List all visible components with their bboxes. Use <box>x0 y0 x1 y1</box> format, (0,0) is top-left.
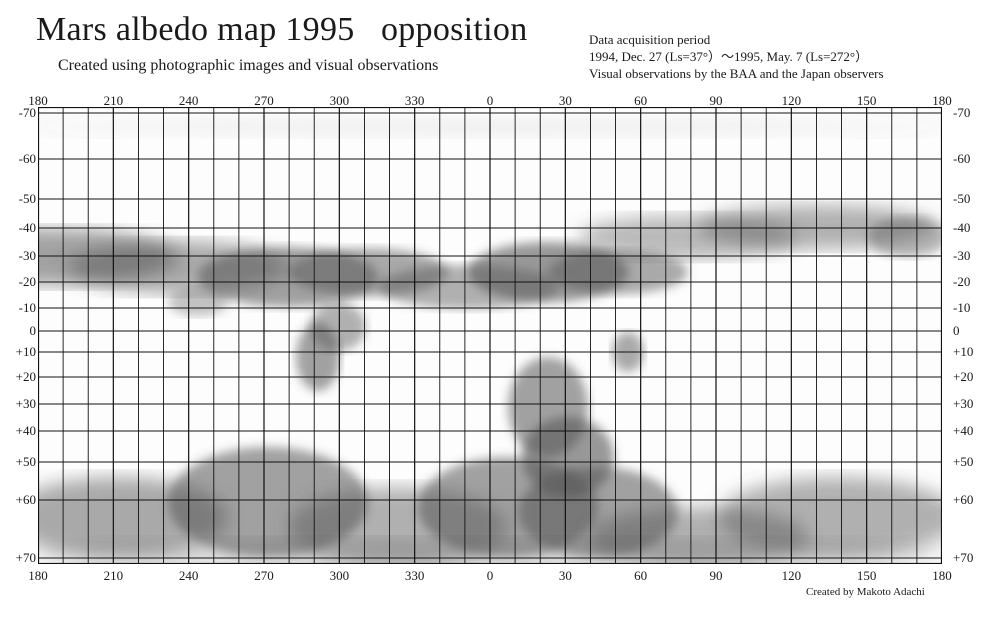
longitude-label-top: 0 <box>486 93 494 108</box>
latitude-label-right: -30 <box>953 248 971 263</box>
albedo-feature <box>868 217 942 257</box>
albedo-feature <box>548 250 688 294</box>
latitude-label-left: +30 <box>15 396 36 411</box>
longitude-label-bottom: 180 <box>28 568 48 583</box>
latitude-label-left: +70 <box>15 550 36 565</box>
latitude-label-left: +10 <box>15 344 36 359</box>
longitude-label-top: 330 <box>404 93 425 108</box>
longitude-label-top: 90 <box>709 93 723 108</box>
latitude-label-left: -10 <box>18 300 36 315</box>
longitude-label-top: 210 <box>103 93 124 108</box>
longitude-label-bottom: 120 <box>781 568 802 583</box>
latitude-label-right: +50 <box>953 454 974 469</box>
albedo-feature <box>168 288 228 316</box>
latitude-label-right: +60 <box>953 492 974 507</box>
longitude-label-top: 270 <box>254 93 274 108</box>
observers-note: Visual observations by the BAA and the J… <box>589 66 884 81</box>
longitude-label-bottom: 270 <box>254 568 274 583</box>
latitude-label-left: -20 <box>18 274 36 289</box>
latitude-label-left: -40 <box>18 220 36 235</box>
albedo-map <box>38 107 942 564</box>
longitude-label-top: 300 <box>329 93 350 108</box>
latitude-label-left: -30 <box>18 248 36 263</box>
latitude-label-right: -50 <box>953 191 971 206</box>
longitude-label-top: 240 <box>178 93 199 108</box>
albedo-feature <box>310 303 366 351</box>
latitude-label-left: -70 <box>18 105 36 120</box>
acquisition-period-label: Data acquisition period <box>589 32 711 47</box>
latitude-label-right: +40 <box>953 423 974 438</box>
longitude-label-bottom: 60 <box>634 568 648 583</box>
longitude-label-top: 60 <box>634 93 648 108</box>
longitude-label-top: 150 <box>856 93 877 108</box>
latitude-label-left: +40 <box>15 423 36 438</box>
latitude-label-right: +20 <box>953 369 974 384</box>
author-credit: Created by Makoto Adachi <box>806 586 925 598</box>
latitude-label-right: -10 <box>953 300 971 315</box>
longitude-label-bottom: 30 <box>558 568 572 583</box>
latitude-label-right: -20 <box>953 274 971 289</box>
acquisition-period-dates: 1994, Dec. 27 (Ls=37°）～1995, May. 7 (Ls=… <box>589 49 869 64</box>
longitude-label-bottom: 0 <box>486 568 494 583</box>
latitude-label-left: +50 <box>15 454 36 469</box>
longitude-label-bottom: 150 <box>856 568 877 583</box>
latitude-label-left: 0 <box>29 323 37 338</box>
longitude-label-bottom: 90 <box>709 568 723 583</box>
latitude-label-right: -60 <box>953 151 971 166</box>
longitude-label-top: 120 <box>781 93 802 108</box>
latitude-label-left: -60 <box>18 151 36 166</box>
latitude-label-right: +30 <box>953 396 974 411</box>
latitude-label-right: -40 <box>953 220 971 235</box>
latitude-label-right: +10 <box>953 344 974 359</box>
longitude-label-bottom: 330 <box>404 568 425 583</box>
latitude-label-right: +70 <box>953 550 974 565</box>
map-title: Mars albedo map 1995 opposition <box>36 11 528 48</box>
longitude-label-bottom: 300 <box>329 568 350 583</box>
longitude-label-bottom: 180 <box>932 568 952 583</box>
latitude-label-left: +60 <box>15 492 36 507</box>
latitude-label-left: +20 <box>15 369 36 384</box>
map-frame <box>38 107 942 564</box>
albedo-feature <box>718 477 942 557</box>
latitude-label-right: 0 <box>953 323 960 338</box>
latitude-label-left: -50 <box>18 191 36 206</box>
map-subtitle: Created using photographic images and vi… <box>58 57 439 74</box>
longitude-label-top: 180 <box>932 93 952 108</box>
latitude-label-right: -70 <box>953 105 971 120</box>
longitude-label-top: 180 <box>28 93 48 108</box>
longitude-label-top: 30 <box>558 93 572 108</box>
longitude-label-bottom: 240 <box>178 568 199 583</box>
coordinate-grid <box>38 107 942 564</box>
longitude-label-bottom: 210 <box>103 568 124 583</box>
